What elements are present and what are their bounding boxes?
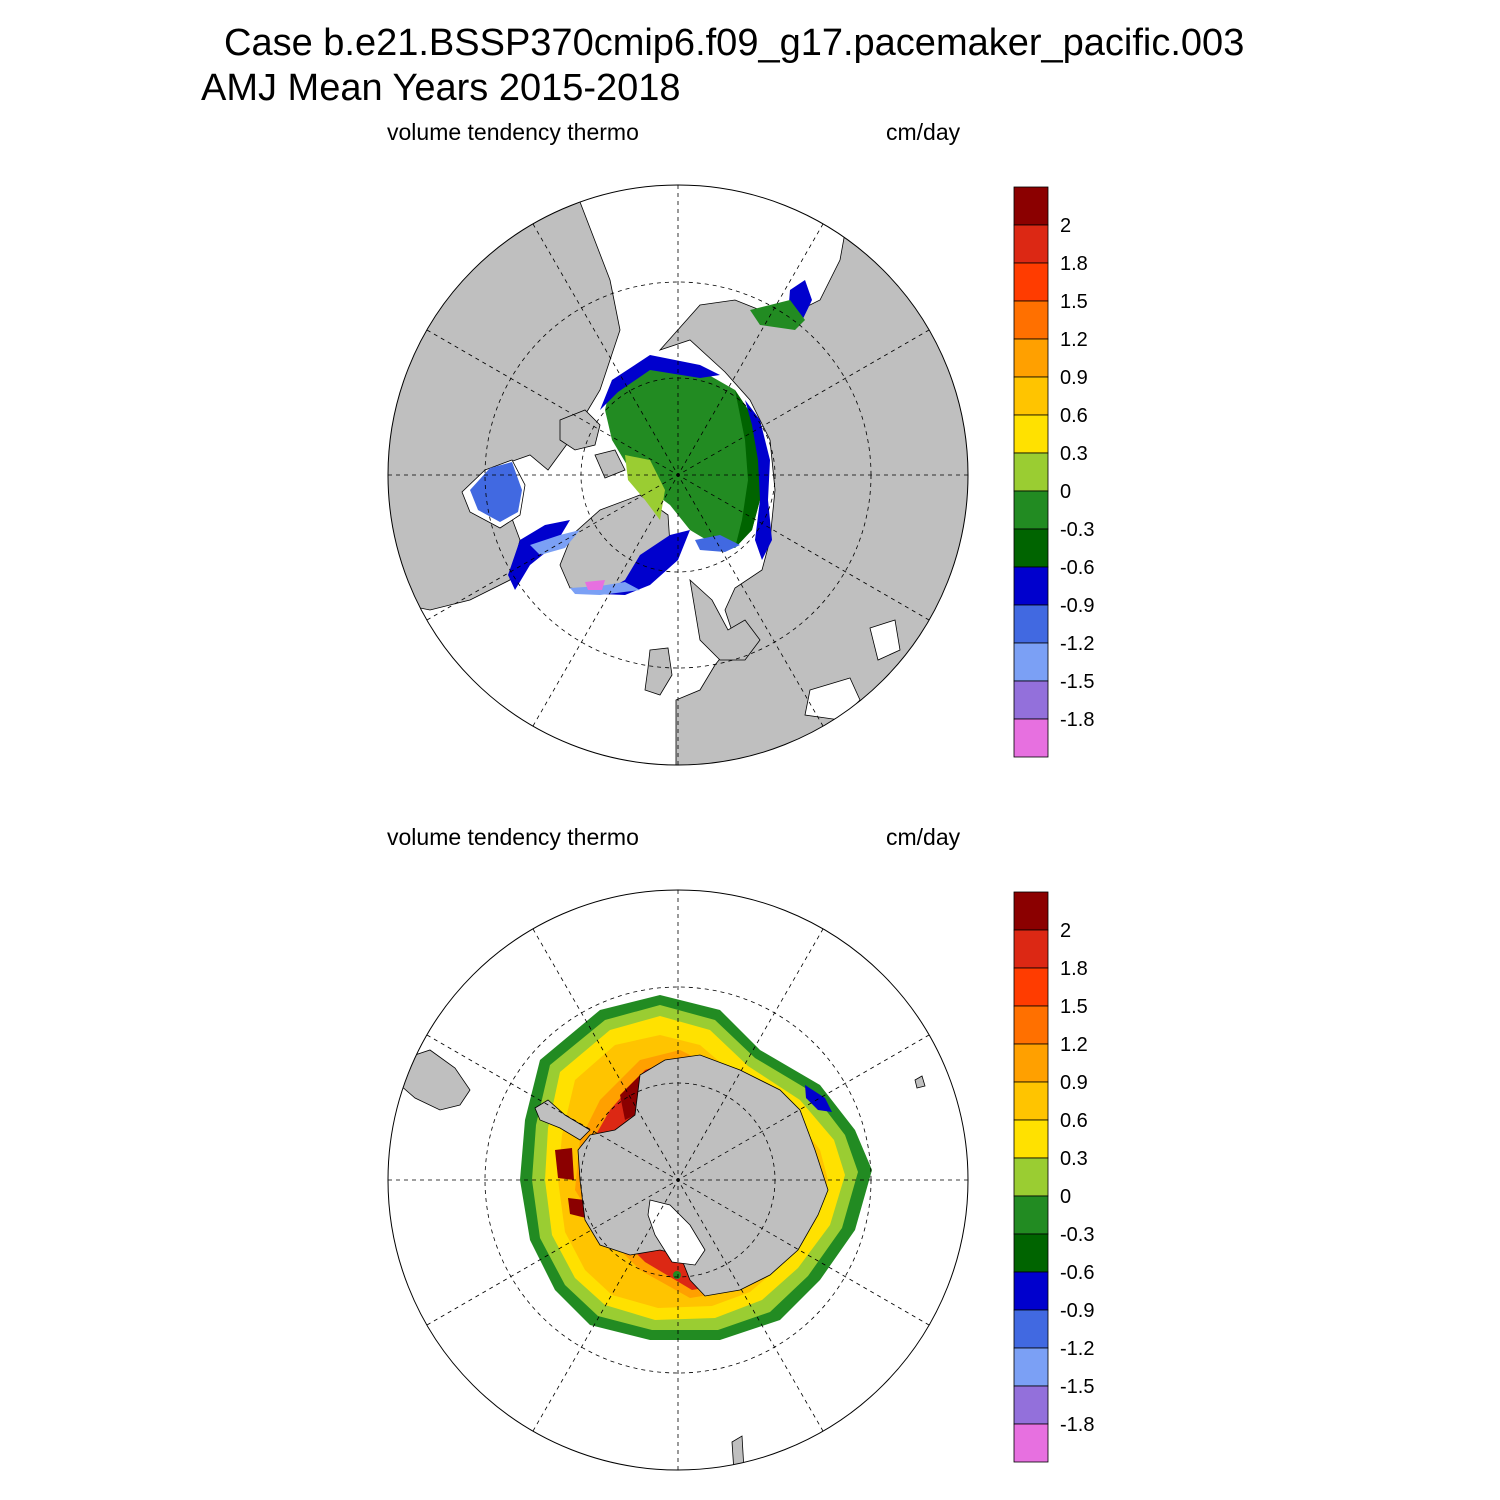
south-colorbar-tick-label: -0.6: [1060, 1262, 1094, 1284]
north-panel-variable-label: volume tendency thermo: [387, 119, 639, 145]
north-colorbar-swatch: [1013, 376, 1049, 416]
north-map-ice-greenland-sea-purple: [585, 580, 605, 590]
north-colorbar-tick-label: -1.2: [1060, 633, 1094, 655]
south-map-ice-darkred-2: [568, 1198, 586, 1218]
north-colorbar-swatch: [1013, 300, 1049, 340]
north-map-land-britain: [644, 647, 673, 696]
south-colorbar-tick-label: -0.9: [1060, 1300, 1094, 1322]
south-panel-variable-label: volume tendency thermo: [387, 824, 639, 850]
south-map-border: [387, 889, 969, 1471]
south-colorbar-swatch: [1013, 1385, 1049, 1425]
north-colorbar-tick-label: -0.6: [1060, 557, 1094, 579]
south-colorbar-tick-label: 0.9: [1060, 1072, 1088, 1094]
south-colorbar-tick-label: 2: [1060, 920, 1071, 942]
north-colorbar: 2 1.8 1.5 1.2 0.9 0.6 0.3 0 -0.3 -0.6 -0.9 -1.2 -1.5…: [1013, 186, 1094, 758]
south-colorbar-tick-label: -1.8: [1060, 1414, 1094, 1436]
north-colorbar-tick-label: -1.8: [1060, 709, 1094, 731]
north-map-ice-hudson-blue: [470, 462, 522, 522]
north-colorbar-swatch: [1013, 718, 1049, 758]
north-colorbar-swatch: [1013, 338, 1049, 378]
south-colorbar-swatch: [1013, 1043, 1049, 1083]
north-map-land-island-2: [594, 449, 626, 479]
north-polar-map: [387, 184, 969, 766]
south-colorbar-swatch: [1013, 1157, 1049, 1197]
north-map-water-caspian: [869, 619, 901, 661]
south-map-land-island: [914, 1075, 926, 1089]
south-colorbar-swatch: [1013, 1271, 1049, 1311]
south-colorbar-tick-label: 0: [1060, 1186, 1071, 1208]
north-colorbar-swatch: [1013, 224, 1049, 264]
south-colorbar-swatch: [1013, 1347, 1049, 1387]
north-panel-units-label: cm/day: [886, 119, 961, 145]
south-colorbar-tick-label: -1.2: [1060, 1338, 1094, 1360]
south-map-land-south-america: [399, 1049, 471, 1111]
south-colorbar-tick-label: -1.5: [1060, 1376, 1094, 1398]
figure-title-period: AMJ Mean Years 2015-2018: [201, 67, 681, 109]
north-map-land-scandinavia: [689, 578, 761, 661]
north-colorbar-tick-label: 1.8: [1060, 253, 1088, 275]
south-colorbar-swatch: [1013, 929, 1049, 969]
north-map-ice-greenland-sea: [600, 530, 690, 595]
south-colorbar-swatch: [1013, 1119, 1049, 1159]
south-colorbar-tick-label: 0.6: [1060, 1110, 1088, 1132]
south-colorbar-swatch: [1013, 1233, 1049, 1273]
south-map-gridlines: [388, 890, 968, 1470]
south-colorbar-swatch: [1013, 967, 1049, 1007]
north-colorbar-tick-label: 0.3: [1060, 443, 1088, 465]
south-colorbar-swatch: [1013, 1195, 1049, 1235]
south-colorbar-tick-label: 1.2: [1060, 1034, 1088, 1056]
south-colorbar-swatch: [1013, 891, 1049, 931]
north-map-border: [387, 184, 969, 766]
north-colorbar-swatch: [1013, 528, 1049, 568]
south-colorbar-tick-label: 0.3: [1060, 1148, 1088, 1170]
figure-title-case: Case b.e21.BSSP370cmip6.f09_g17.pacemake…: [224, 22, 1245, 64]
south-colorbar-tick-label: 1.5: [1060, 996, 1088, 1018]
north-map-ice-green: [605, 360, 762, 548]
south-map-land-antarctic-peninsula: [534, 1099, 591, 1141]
south-map-land-new-zealand: [731, 1435, 745, 1470]
north-colorbar-tick-label: -0.9: [1060, 595, 1094, 617]
south-colorbar-swatch: [1013, 1423, 1049, 1463]
north-colorbar-tick-label: 0: [1060, 481, 1071, 503]
north-colorbar-swatch: [1013, 262, 1049, 302]
north-colorbar-swatch: [1013, 186, 1049, 226]
north-map-land-archipelago: [559, 409, 601, 451]
north-map-ice-olive: [625, 455, 665, 520]
south-polar-map: [387, 889, 969, 1471]
north-colorbar-tick-label: 0.9: [1060, 367, 1088, 389]
south-colorbar-swatch: [1013, 1005, 1049, 1045]
north-colorbar-swatch: [1013, 490, 1049, 530]
north-map-ice-greenland-sea-light: [570, 582, 640, 595]
north-colorbar-swatch: [1013, 452, 1049, 492]
north-colorbar-swatch: [1013, 604, 1049, 644]
north-colorbar-tick-label: 2: [1060, 215, 1071, 237]
north-colorbar-swatch: [1013, 680, 1049, 720]
north-colorbar-swatch: [1013, 642, 1049, 682]
north-map-ice-baffin: [530, 530, 580, 555]
north-colorbar-tick-label: 1.2: [1060, 329, 1088, 351]
north-map-gridlines: [388, 185, 968, 765]
south-map-ice-green-spot: [673, 1271, 681, 1279]
south-map-ice-blue-patch: [805, 1085, 832, 1112]
south-colorbar-tick-label: 1.8: [1060, 958, 1088, 980]
south-colorbar-swatch: [1013, 1309, 1049, 1349]
south-colorbar-swatch: [1013, 1081, 1049, 1121]
north-map-ice-blue-right: [745, 400, 772, 560]
north-colorbar-tick-label: -1.5: [1060, 671, 1094, 693]
north-colorbar-tick-label: 0.6: [1060, 405, 1088, 427]
south-colorbar: 2 1.8 1.5 1.2 0.9 0.6 0.3 0 -0.3 -0.6 -0.9 -1.2 -1.5…: [1013, 891, 1094, 1463]
north-colorbar-tick-label: -0.3: [1060, 519, 1094, 541]
south-colorbar-tick-label: -0.3: [1060, 1224, 1094, 1246]
north-colorbar-swatch: [1013, 566, 1049, 606]
north-map-ice-bering-green: [750, 300, 805, 330]
north-colorbar-swatch: [1013, 414, 1049, 454]
south-panel-units-label: cm/day: [886, 824, 961, 850]
south-map-ice-darkred-1: [555, 1148, 574, 1180]
south-map-land-antarctica: [577, 1054, 829, 1297]
north-colorbar-tick-label: 1.5: [1060, 291, 1088, 313]
north-map-ice-blue-top: [600, 355, 720, 410]
south-map-water-ross-sea: [647, 1199, 706, 1266]
